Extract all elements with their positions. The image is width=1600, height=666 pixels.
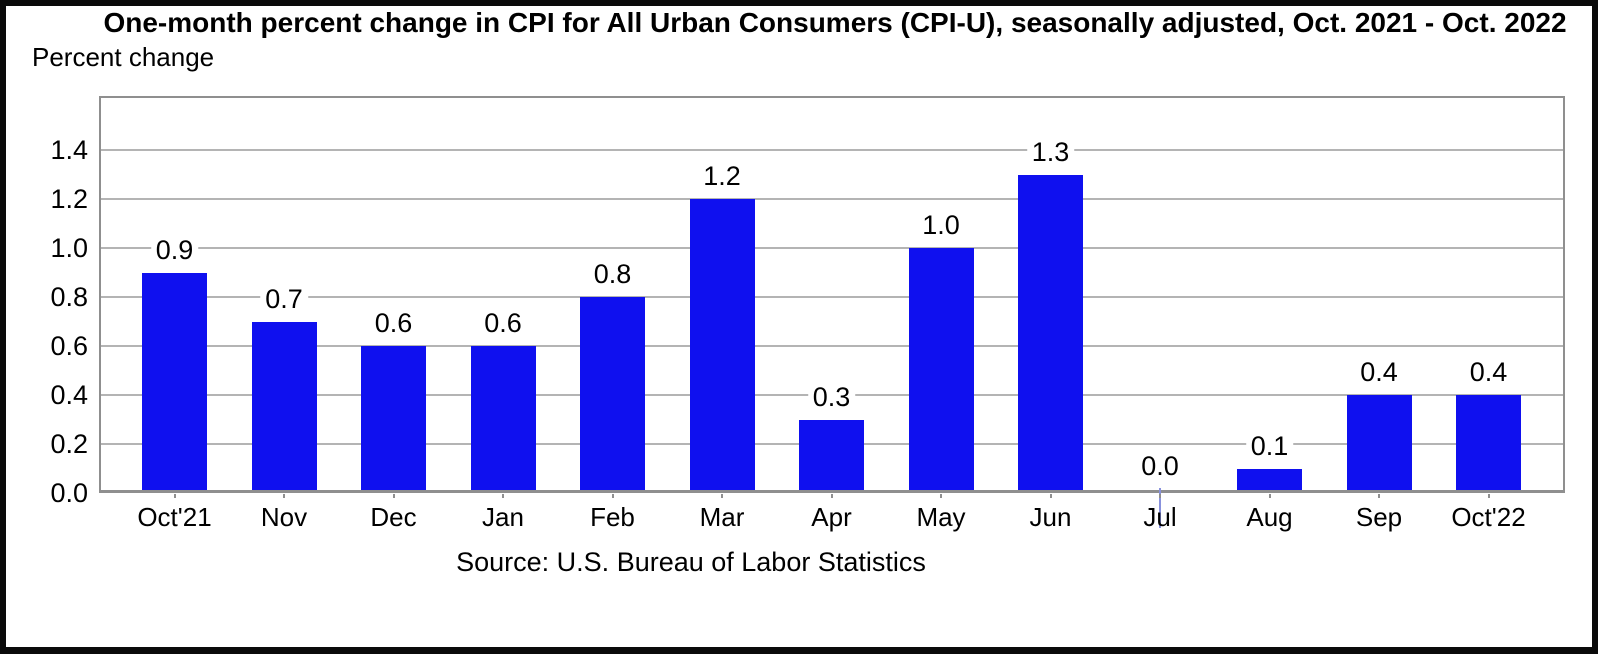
bar-value-label: 0.7 bbox=[260, 281, 308, 316]
y-axis-unit-label: Percent change bbox=[32, 42, 215, 72]
zero-value-bar-line bbox=[1159, 488, 1161, 528]
x-axis-tick bbox=[1378, 494, 1380, 498]
bar-value-label: 1.2 bbox=[698, 159, 746, 193]
x-axis-tick bbox=[721, 494, 723, 498]
x-tick-label: Jan bbox=[482, 502, 524, 532]
bar bbox=[1018, 174, 1083, 493]
x-axis-tick bbox=[1159, 494, 1161, 498]
gridline bbox=[99, 296, 1565, 298]
x-axis-tick bbox=[611, 494, 614, 498]
x-tick-label: Sep bbox=[1355, 502, 1403, 532]
bar bbox=[142, 272, 207, 493]
bar-value-label: 0.4 bbox=[1355, 355, 1403, 389]
bar-value-label: 0.6 bbox=[479, 306, 527, 340]
x-axis-tick bbox=[502, 494, 504, 498]
gridline bbox=[99, 345, 1565, 347]
bar bbox=[361, 346, 426, 493]
x-tick-label: Nov bbox=[260, 502, 308, 532]
bar bbox=[1346, 395, 1412, 493]
x-tick-label: Oct'21 bbox=[137, 502, 212, 532]
x-axis-tick bbox=[283, 494, 285, 498]
source-note: Source: U.S. Bureau of Labor Statistics bbox=[456, 547, 926, 577]
x-tick-label: Oct'22 bbox=[1451, 502, 1526, 532]
bar bbox=[470, 346, 536, 493]
x-tick-label: Feb bbox=[590, 502, 635, 532]
y-tick-label: 0.6 bbox=[50, 331, 88, 361]
chart-title: One-month percent change in CPI for All … bbox=[103, 7, 1567, 38]
x-tick-label: Dec bbox=[370, 502, 417, 532]
bar bbox=[1456, 395, 1521, 493]
bar-value-label: 0.3 bbox=[807, 379, 856, 414]
bar-value-label: 0.0 bbox=[1136, 449, 1184, 483]
y-tick-label: 0.0 bbox=[50, 478, 88, 508]
x-axis-tick bbox=[173, 494, 176, 498]
x-tick-label: May bbox=[916, 502, 966, 532]
x-axis-tick bbox=[392, 494, 395, 498]
bar-value-label: 1.3 bbox=[1026, 134, 1075, 169]
x-tick-label: Apr bbox=[811, 502, 852, 532]
x-axis-tick bbox=[1487, 494, 1490, 498]
y-tick-label: 1.2 bbox=[50, 184, 88, 214]
bar-value-label: 0.1 bbox=[1245, 428, 1294, 463]
x-tick-label: Aug bbox=[1246, 502, 1293, 532]
gridline bbox=[99, 149, 1565, 151]
gridline bbox=[99, 198, 1565, 200]
plot-area bbox=[99, 96, 1565, 493]
x-axis-tick bbox=[940, 494, 942, 498]
bar-value-label: 0.8 bbox=[588, 257, 637, 291]
x-tick-label: Jul bbox=[1143, 502, 1177, 532]
bar bbox=[689, 199, 755, 493]
bar bbox=[251, 321, 317, 493]
x-tick-label: Jun bbox=[1029, 502, 1072, 532]
x-axis-tick bbox=[1268, 494, 1271, 498]
x-axis-tick bbox=[830, 494, 833, 498]
y-tick-label: 0.4 bbox=[50, 380, 88, 410]
x-axis-tick bbox=[1049, 494, 1052, 498]
x-tick-label: Mar bbox=[699, 502, 745, 532]
y-tick-label: 0.8 bbox=[50, 282, 88, 312]
bar-value-label: 1.0 bbox=[917, 208, 965, 242]
y-tick-label: 0.2 bbox=[50, 429, 88, 459]
bar-value-label: 0.4 bbox=[1464, 355, 1513, 389]
y-tick-label: 1.0 bbox=[50, 233, 88, 263]
gridline bbox=[99, 247, 1565, 249]
bar bbox=[908, 248, 974, 493]
bar bbox=[1237, 468, 1302, 493]
bar bbox=[580, 297, 645, 493]
bar-value-label: 0.6 bbox=[369, 306, 418, 340]
y-tick-label: 1.4 bbox=[50, 135, 88, 165]
bar-value-label: 0.9 bbox=[150, 232, 199, 267]
bar bbox=[799, 419, 864, 493]
